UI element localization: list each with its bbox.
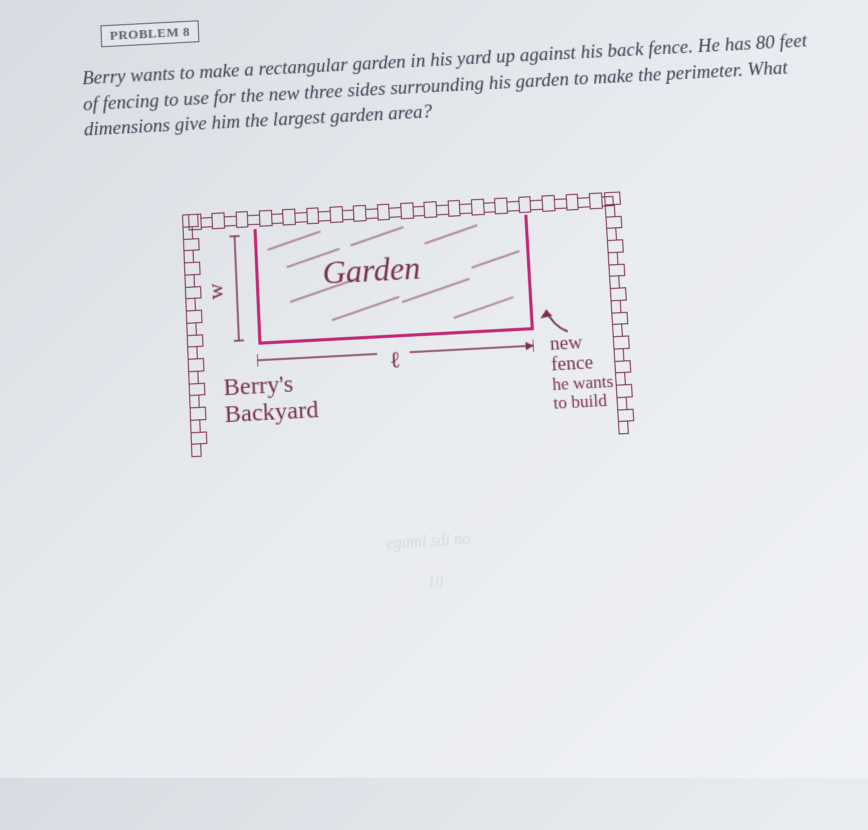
width-label: w (202, 283, 229, 301)
page: PROBLEM 8 Berry wants to make a rectangu… (0, 0, 868, 830)
back-fence-left (182, 214, 206, 456)
diagram: Garden w ℓ Berry's Backyard (188, 192, 627, 456)
backyard-label-line2: Backyard (224, 397, 319, 429)
length-label: ℓ (385, 346, 405, 374)
width-bracket (227, 236, 246, 341)
problem-number-tag: PROBLEM 8 (100, 20, 199, 47)
bleed-text-2: 10 (427, 574, 443, 593)
bleed-text-1: egami sdi no (386, 530, 471, 553)
backyard-label: Berry's Backyard (223, 370, 319, 430)
problem-statement: Berry wants to make a rectangular garden… (82, 28, 816, 143)
garden-label: Garden (322, 249, 422, 292)
